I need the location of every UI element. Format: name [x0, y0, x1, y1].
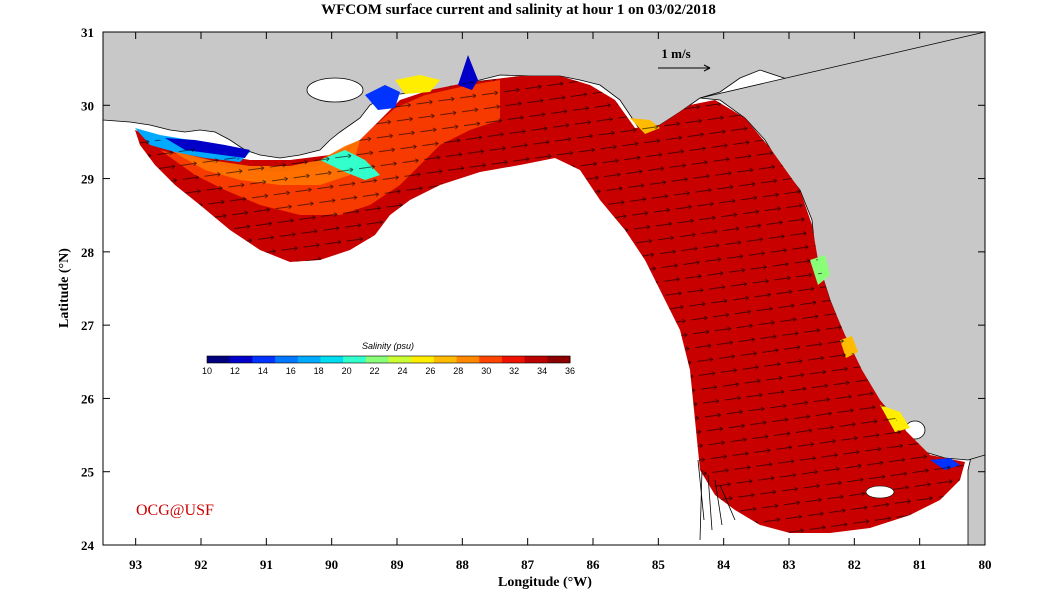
colorbar-swatch: [297, 356, 321, 363]
x-tick-label: 83: [783, 557, 797, 572]
x-tick-label: 80: [979, 557, 992, 572]
x-tick-label: 87: [521, 557, 535, 572]
x-tick-labels: 93 92 91 90 89 88 87 86 85 84 83 82 81 80: [129, 557, 991, 572]
colorbar-swatch: [229, 356, 253, 363]
colorbar-tick-label: 18: [314, 366, 324, 376]
x-tick-label: 93: [129, 557, 143, 572]
lowest-salinity-louisiana: [165, 138, 250, 158]
low-salinity-mobile-bay: [365, 85, 400, 110]
colorbar-swatch: [524, 356, 548, 363]
x-tick-label: 89: [391, 557, 405, 572]
x-tick-label: 92: [195, 557, 208, 572]
salinity-colorbar: Salinity (psu) 10 12 14 16 18 20 22 24 26 28 30 32 3…: [202, 341, 575, 376]
y-tick-label: 31: [81, 25, 94, 40]
colorbar-tick-label: 32: [509, 366, 519, 376]
low-salinity-pensacola: [458, 55, 478, 90]
x-tick-label: 84: [717, 557, 731, 572]
mid-salinity-panhandle: [395, 75, 440, 94]
colorbar-tick-label: 30: [481, 366, 491, 376]
y-tick-label: 27: [81, 318, 95, 333]
y-tick-label: 25: [81, 465, 95, 480]
y-tick-label: 26: [81, 391, 95, 406]
map-title: WFCOM surface current and salinity at ho…: [321, 2, 716, 18]
scale-vector: 1 m/s: [658, 46, 711, 72]
island-patch: [865, 485, 895, 499]
current-vectors: [135, 76, 965, 533]
colorbar-swatch: [320, 356, 344, 363]
colorbar-swatch: [343, 356, 367, 363]
x-tick-label: 88: [456, 557, 470, 572]
plot-frame: [102, 31, 986, 546]
y-tick-labels: 31 30 29 28 27 26 25 24: [81, 25, 95, 553]
colorbar-tick-label: 22: [370, 366, 380, 376]
colorbar-swatch: [207, 356, 231, 363]
colorbar-tick-label: 28: [453, 366, 463, 376]
colorbar-swatch: [388, 356, 412, 363]
credit-label: OCG@USF: [136, 502, 214, 519]
colorbar-swatch: [433, 356, 458, 363]
colorbar-tick-label: 16: [286, 366, 296, 376]
y-axis-label: Latitude (°N): [57, 248, 72, 328]
colorbar-swatch: [479, 356, 503, 363]
lake-pontchartrain: [306, 77, 364, 103]
colorbar-swatch: [501, 356, 526, 363]
colorbar-swatch: [547, 356, 571, 363]
colorbar-tick-label: 36: [565, 366, 575, 376]
x-tick-label: 85: [652, 557, 666, 572]
colorbar-swatch: [456, 356, 480, 363]
colorbar-tick-label: 20: [342, 366, 352, 376]
x-tick-label: 86: [587, 557, 601, 572]
x-tick-label: 90: [325, 557, 338, 572]
x-axis-label: Longitude (°W): [498, 575, 592, 590]
x-ticks: [135, 32, 986, 545]
colorbar-tick-label: 26: [425, 366, 435, 376]
y-tick-label: 28: [81, 245, 95, 260]
boundary-outflow-vectors: [697, 459, 736, 541]
y-ticks: [103, 31, 985, 546]
x-tick-label: 81: [913, 557, 926, 572]
colorbar-tick-label: 24: [397, 366, 407, 376]
colorbar-tick-label: 12: [230, 366, 240, 376]
colorbar-swatch: [365, 356, 389, 363]
colorbar-title: Salinity (psu): [362, 341, 414, 351]
colorbar-tick-label: 14: [258, 366, 268, 376]
y-tick-label: 24: [81, 538, 95, 553]
x-tick-label: 82: [848, 557, 861, 572]
x-tick-label: 91: [260, 557, 273, 572]
colorbar-tick-label: 10: [202, 366, 212, 376]
colorbar-swatch: [275, 356, 299, 363]
scale-vector-label: 1 m/s: [661, 46, 690, 61]
colorbar-tick-label: 34: [537, 366, 547, 376]
colorbar-swatch: [411, 356, 435, 363]
colorbar-swatch: [252, 356, 276, 363]
y-tick-label: 30: [81, 98, 94, 113]
y-tick-label: 29: [81, 172, 95, 187]
